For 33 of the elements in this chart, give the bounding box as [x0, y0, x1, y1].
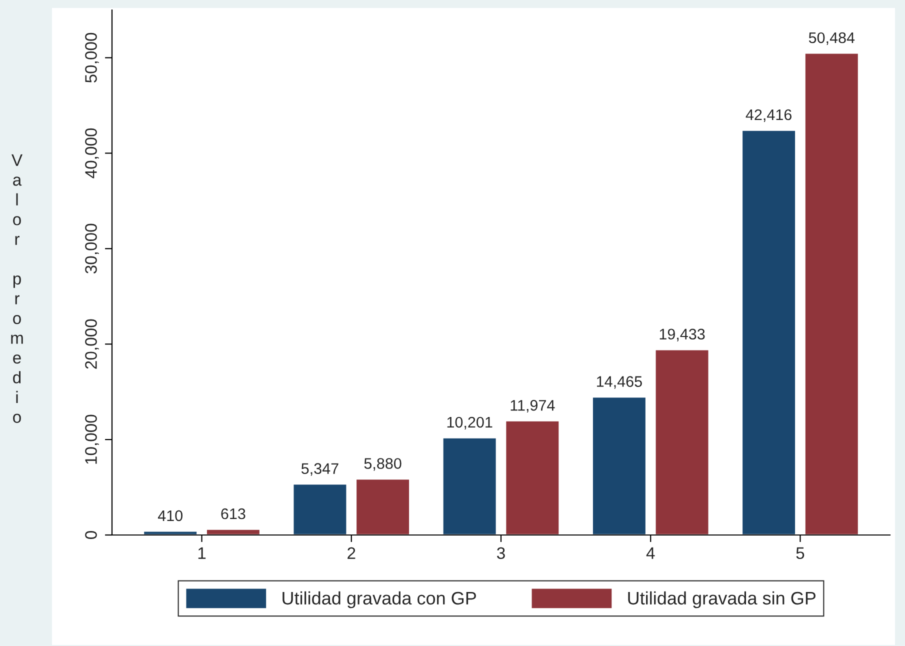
data-label: 11,974 — [510, 400, 555, 413]
text: Valor promedio — [11, 154, 23, 423]
y-tick-label: 30,000 — [85, 224, 99, 274]
x-tick-label: 2 — [348, 547, 356, 559]
x-tick-label: 1 — [198, 547, 206, 559]
data-label: 42,416 — [746, 109, 792, 122]
data-label: 10,201 — [447, 416, 492, 430]
y-tick-label: 40,000 — [85, 128, 99, 178]
data-label: 613 — [221, 508, 246, 520]
bar — [592, 396, 647, 535]
x-tick-label: 5 — [796, 547, 804, 560]
bar — [804, 52, 860, 535]
bar — [442, 436, 498, 535]
data-label: 5,880 — [364, 458, 402, 471]
legend-label: Utilidad gravada con GP — [282, 591, 476, 608]
data-label: 14,465 — [597, 376, 642, 389]
x-tick-label: 3 — [497, 547, 505, 560]
bar — [504, 420, 560, 535]
data-label: 410 — [158, 510, 182, 522]
legend-label: Utilidad gravada sin GP — [628, 591, 816, 608]
x-tick-label: 4 — [646, 547, 655, 559]
bar — [654, 348, 710, 535]
bar — [741, 129, 796, 535]
data-label: 19,433 — [660, 328, 705, 342]
data-label: 5,347 — [301, 463, 338, 476]
bar — [206, 528, 261, 535]
y-tick-label: 10,000 — [85, 414, 99, 464]
bar — [292, 483, 348, 535]
y-tick-label: 20,000 — [85, 319, 99, 369]
bar — [355, 478, 410, 535]
y-tick-label: 0 — [85, 531, 97, 539]
data-label: 50,484 — [808, 32, 855, 45]
y-tick-label: 50,000 — [85, 32, 99, 83]
